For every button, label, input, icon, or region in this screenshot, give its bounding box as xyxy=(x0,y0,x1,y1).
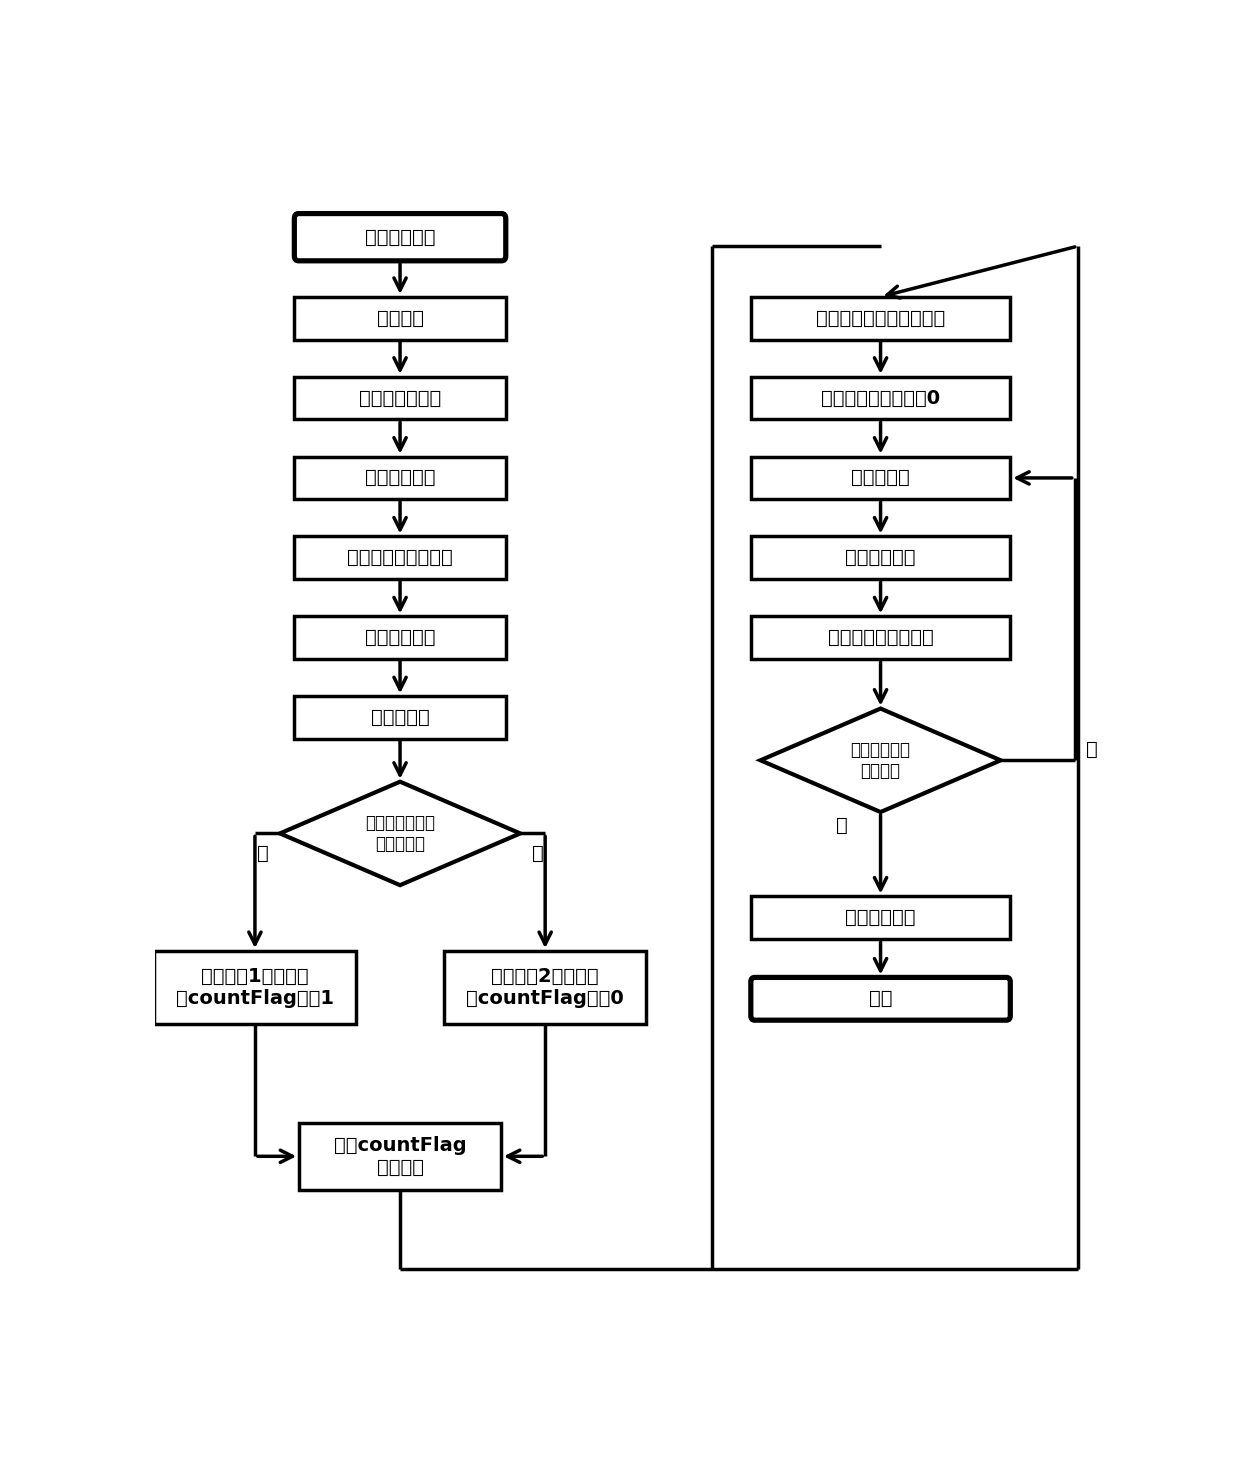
Text: 进入状态机，参数初始化: 进入状态机，参数初始化 xyxy=(816,308,945,327)
Text: 获取视频: 获取视频 xyxy=(377,308,424,327)
Text: 空载参数设置: 空载参数设置 xyxy=(365,228,435,247)
FancyBboxPatch shape xyxy=(294,213,506,262)
Text: 运动物体检测: 运动物体检测 xyxy=(365,628,435,647)
Text: 报警: 报警 xyxy=(869,989,893,1008)
Text: 是: 是 xyxy=(836,817,848,836)
Text: 根据运动面积判
断是否运动: 根据运动面积判 断是否运动 xyxy=(365,814,435,853)
Text: 空载运行状态: 空载运行状态 xyxy=(846,909,916,928)
Polygon shape xyxy=(280,782,521,885)
Text: 视频图像预处理: 视频图像预处理 xyxy=(358,389,441,408)
Text: 二値化、形态学处理: 二値化、形态学处理 xyxy=(347,548,453,567)
Bar xyxy=(154,951,356,1024)
Text: 完成状态转换: 完成状态转换 xyxy=(846,548,916,567)
Bar xyxy=(751,536,1011,579)
Bar xyxy=(751,297,1011,339)
FancyBboxPatch shape xyxy=(751,977,1011,1020)
Bar xyxy=(751,377,1011,419)
Bar xyxy=(294,377,506,419)
Bar xyxy=(751,617,1011,659)
Bar xyxy=(294,617,506,659)
Bar xyxy=(751,897,1011,939)
Bar xyxy=(299,1122,501,1191)
Text: 统计空载计时器计时: 统计空载计时器计时 xyxy=(827,628,934,647)
Polygon shape xyxy=(760,709,1001,812)
Text: 定义状态机: 定义状态机 xyxy=(371,709,429,728)
Bar xyxy=(294,536,506,579)
Bar xyxy=(294,297,506,339)
Text: 根据countFlag
判断状态: 根据countFlag 判断状态 xyxy=(334,1135,466,1176)
Text: 标志位置1，其累加
値countFlag累加1: 标志位置1，其累加 値countFlag累加1 xyxy=(176,967,334,1008)
Text: 否: 否 xyxy=(257,844,269,863)
Bar xyxy=(444,951,646,1024)
Text: 标志位置2，其累加
値countFlag置为0: 标志位置2，其累加 値countFlag置为0 xyxy=(466,967,624,1008)
Bar xyxy=(294,457,506,500)
Text: 否: 否 xyxy=(1086,739,1097,758)
Text: 空载计时器初始化为0: 空载计时器初始化为0 xyxy=(821,389,940,408)
Bar xyxy=(751,457,1011,500)
Bar xyxy=(294,697,506,739)
Text: 是: 是 xyxy=(532,844,543,863)
Text: 是否超过空载
时间阈値: 是否超过空载 时间阈値 xyxy=(851,741,910,780)
Text: 获取动态前景: 获取动态前景 xyxy=(365,469,435,488)
Text: 运行状态机: 运行状态机 xyxy=(851,469,910,488)
